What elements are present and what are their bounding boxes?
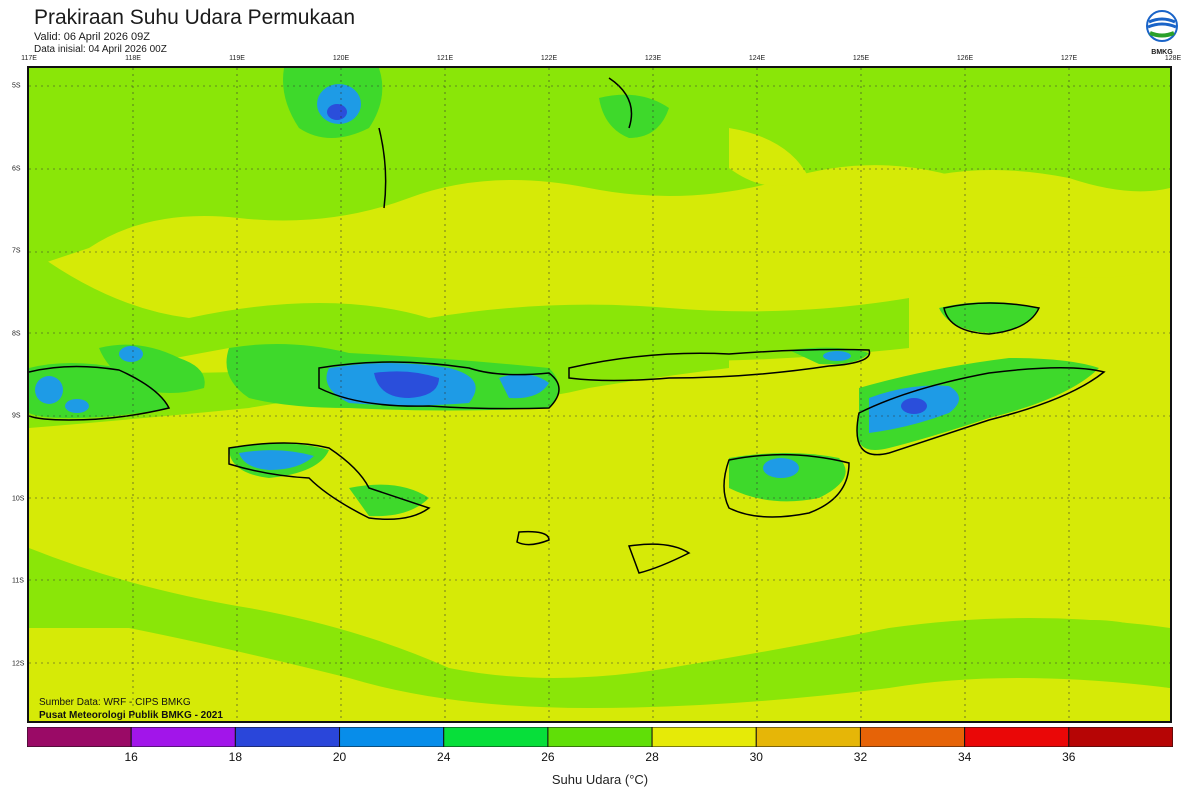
- colorbar-segment: [547, 727, 653, 747]
- valid-time: Valid: 06 April 2026 09Z: [34, 31, 150, 43]
- colorbar-tick-label: 32: [853, 750, 868, 764]
- lon-label: 117E: [21, 55, 37, 62]
- lon-label: 122E: [540, 55, 558, 62]
- init-time: Data inisial: 04 April 2026 00Z: [34, 44, 167, 55]
- lat-label: 8S: [12, 330, 21, 337]
- lon-label: 120E: [332, 55, 350, 62]
- colorbar-segment: [339, 727, 445, 747]
- colorbar-tick-label: 36: [1062, 750, 1076, 764]
- colorbar-segment: [755, 727, 861, 747]
- colorbar-tick-label: 24: [437, 750, 451, 764]
- colorbar-tick-label: 34: [957, 750, 972, 764]
- data-source-credit: Sumber Data: WRF - CIPS BMKG: [39, 697, 191, 708]
- colorbar-segment: [1068, 727, 1173, 747]
- svg-text:BMKG: BMKG: [1151, 49, 1173, 56]
- lon-label: 128E: [1164, 55, 1182, 62]
- green-region: [1039, 620, 1170, 688]
- publisher-credit: Pusat Meteorologi Publik BMKG - 2021: [39, 710, 223, 721]
- lon-label: 118E: [125, 55, 141, 62]
- coastlines: [29, 77, 1106, 574]
- map-canvas: [29, 68, 1170, 721]
- lon-label: 123E: [644, 55, 662, 62]
- colorbar-segment: [234, 727, 341, 747]
- bmkg-logo-icon: BMKG: [1146, 10, 1178, 56]
- colorbar-tick-label: 20: [332, 750, 347, 764]
- lon-label: 124E: [748, 55, 766, 62]
- lat-label: 7S: [12, 247, 21, 255]
- lat-label: 5S: [12, 82, 21, 90]
- lat-label: 9S: [12, 412, 21, 420]
- yellow-region: [889, 170, 1170, 278]
- colorbar-tick-label: 30: [749, 750, 763, 764]
- lat-label: 11S: [12, 577, 24, 585]
- lon-label: 125E: [852, 55, 870, 62]
- colorbar-title: Suhu Udara (°C): [551, 772, 649, 787]
- lon-label: 126E: [956, 55, 974, 62]
- graticule: [29, 68, 1170, 721]
- island-timor: [857, 358, 1099, 450]
- yellow-region: [729, 128, 809, 186]
- colorbar-tick-label: 18: [228, 750, 243, 764]
- lat-label: 10S: [12, 495, 25, 502]
- colorbar-tick-label: 28: [645, 750, 659, 764]
- colorbar-tick-label: 16: [124, 750, 138, 764]
- temperature-map: [27, 66, 1172, 723]
- colorbar-segment: [859, 727, 966, 747]
- colorbar-segment: [964, 727, 1070, 747]
- lon-label: 127E: [1060, 55, 1078, 62]
- lat-label: 12S: [12, 660, 25, 667]
- colorbar-segment: [27, 727, 132, 747]
- colorbar: [27, 727, 1173, 747]
- colorbar-segment: [443, 727, 549, 747]
- colorbar-segment: [130, 727, 236, 747]
- colorbar-segment: [651, 727, 757, 747]
- colorbar-tick-label: 26: [541, 750, 555, 764]
- lon-label: 121E: [436, 55, 454, 62]
- island-wetar: [939, 302, 1039, 333]
- lon-label: 119E: [229, 55, 245, 62]
- green-region: [29, 548, 1170, 708]
- map-title: Prakiraan Suhu Udara Permukaan: [34, 6, 356, 29]
- lat-label: 6S: [12, 165, 21, 172]
